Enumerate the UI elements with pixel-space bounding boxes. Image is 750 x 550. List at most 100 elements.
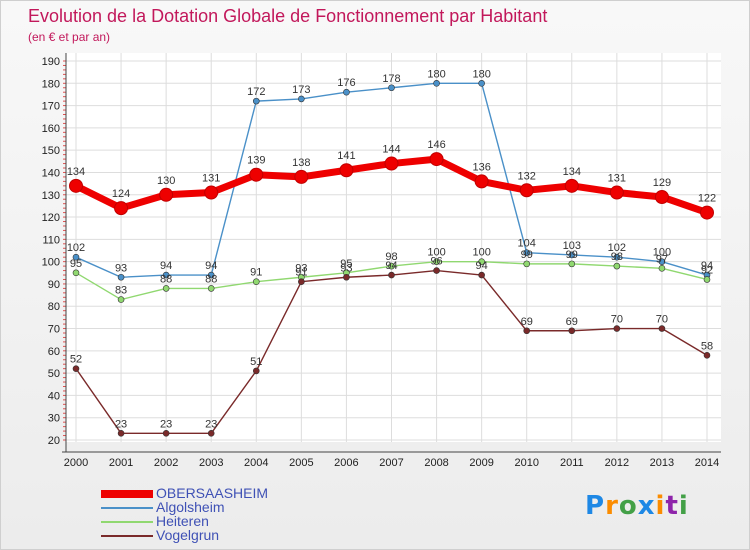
- data-point-heiteren: [478, 258, 485, 265]
- data-point-heiteren: [388, 262, 395, 270]
- data-point-obersaasheim: [609, 185, 624, 200]
- data-label-obersaasheim: 124: [112, 188, 130, 200]
- data-label-heiteren: 92: [701, 264, 713, 276]
- data-label-heiteren: 98: [611, 251, 623, 263]
- y-tick-label: 150: [42, 145, 60, 157]
- data-label-vogelgrun: 23: [115, 418, 127, 430]
- data-point-vogelgrun: [298, 278, 305, 286]
- legend-swatch: [101, 490, 153, 498]
- data-label-obersaasheim: 132: [518, 170, 536, 182]
- data-point-vogelgrun: [388, 271, 395, 279]
- data-label-heiteren: 99: [521, 249, 533, 261]
- x-tick-label: 2008: [424, 457, 448, 469]
- data-point-algolsheim: [613, 253, 621, 261]
- data-label-obersaasheim: 130: [157, 175, 175, 187]
- data-label-vogelgrun: 51: [250, 356, 262, 368]
- data-label-obersaasheim: 129: [653, 177, 671, 189]
- legend-swatch: [101, 521, 153, 523]
- data-label-heiteren: 93: [295, 262, 307, 274]
- data-point-heiteren: [162, 285, 170, 292]
- data-label-algolsheim: 173: [292, 84, 310, 96]
- x-tick-label: 2003: [199, 457, 223, 469]
- data-label-vogelgrun: 58: [701, 340, 713, 352]
- x-tick-label: 2013: [650, 457, 674, 469]
- x-tick-label: 2002: [154, 457, 178, 469]
- legend-swatch: [101, 507, 153, 509]
- x-tick-label: 2000: [64, 457, 88, 469]
- data-point-vogelgrun: [703, 351, 711, 359]
- y-tick-label: 30: [48, 413, 60, 425]
- data-point-heiteren: [658, 265, 666, 272]
- data-point-heiteren: [568, 260, 576, 268]
- data-label-vogelgrun: 23: [160, 418, 172, 430]
- data-point-algolsheim: [433, 79, 440, 87]
- data-point-obersaasheim: [564, 178, 579, 193]
- data-label-obersaasheim: 139: [247, 155, 265, 167]
- data-label-vogelgrun: 94: [476, 260, 488, 272]
- data-label-algolsheim: 94: [701, 260, 713, 272]
- data-label-algolsheim: 100: [653, 247, 671, 259]
- data-point-vogelgrun: [478, 271, 485, 279]
- data-label-algolsheim: 104: [518, 238, 536, 250]
- data-label-heiteren: 91: [250, 267, 262, 279]
- data-label-obersaasheim: 138: [292, 157, 310, 169]
- data-label-obersaasheim: 131: [608, 173, 626, 185]
- x-tick-label: 2004: [244, 457, 268, 469]
- data-point-obersaasheim: [474, 174, 489, 189]
- y-tick-label: 110: [42, 234, 60, 246]
- data-label-algolsheim: 180: [472, 68, 490, 80]
- data-point-algolsheim: [658, 258, 666, 265]
- data-point-algolsheim: [478, 79, 485, 87]
- data-point-algolsheim: [252, 97, 260, 105]
- data-point-algolsheim: [117, 273, 125, 281]
- data-point-obersaasheim: [249, 167, 264, 182]
- proxiti-logo: Proxiti: [585, 491, 689, 521]
- data-point-algolsheim: [162, 271, 170, 279]
- legend-label: OBERSAASHEIM: [156, 485, 269, 501]
- data-label-vogelgrun: 70: [656, 314, 668, 326]
- data-point-algolsheim: [388, 84, 395, 92]
- data-label-heiteren: 88: [160, 273, 172, 285]
- data-point-heiteren: [252, 278, 260, 286]
- y-tick-label: 190: [42, 56, 60, 68]
- data-point-obersaasheim: [384, 156, 399, 171]
- data-label-obersaasheim: 146: [427, 139, 445, 151]
- data-label-obersaasheim: 122: [698, 193, 716, 205]
- data-point-algolsheim: [207, 271, 215, 279]
- x-tick-label: 2011: [560, 457, 584, 469]
- data-point-obersaasheim: [159, 187, 174, 202]
- y-tick-label: 160: [42, 123, 60, 135]
- data-label-algolsheim: 178: [382, 73, 400, 85]
- data-point-vogelgrun: [433, 267, 440, 274]
- data-label-algolsheim: 93: [115, 262, 127, 274]
- y-tick-label: 120: [42, 212, 60, 224]
- data-point-vogelgrun: [207, 430, 215, 437]
- data-label-heiteren: 100: [472, 247, 490, 259]
- data-label-vogelgrun: 52: [70, 354, 82, 366]
- data-label-obersaasheim: 141: [337, 150, 355, 162]
- data-point-vogelgrun: [117, 430, 125, 437]
- data-point-algolsheim: [523, 249, 531, 257]
- data-label-vogelgrun: 94: [385, 260, 397, 272]
- chart-title: Evolution de la Dotation Globale de Fonc…: [28, 6, 548, 26]
- data-point-algolsheim: [298, 95, 305, 103]
- data-point-heiteren: [117, 296, 125, 303]
- y-tick-label: 50: [48, 368, 60, 380]
- data-label-algolsheim: 94: [205, 260, 217, 272]
- data-point-heiteren: [72, 269, 80, 277]
- data-label-heiteren: 97: [656, 253, 668, 265]
- data-point-vogelgrun: [613, 325, 621, 332]
- data-point-algolsheim: [72, 253, 80, 261]
- data-point-obersaasheim: [114, 201, 129, 216]
- legend-label: Vogelgrun: [156, 527, 220, 543]
- data-point-heiteren: [207, 285, 215, 292]
- data-point-heiteren: [433, 258, 440, 265]
- x-tick-label: 2009: [469, 457, 493, 469]
- data-point-heiteren: [523, 260, 531, 268]
- data-point-obersaasheim: [204, 185, 219, 200]
- data-point-obersaasheim: [294, 169, 309, 184]
- logo-letter: P: [585, 491, 606, 521]
- data-point-heiteren: [613, 262, 621, 270]
- logo-letter: i: [678, 491, 689, 521]
- data-label-algolsheim: 176: [337, 77, 355, 89]
